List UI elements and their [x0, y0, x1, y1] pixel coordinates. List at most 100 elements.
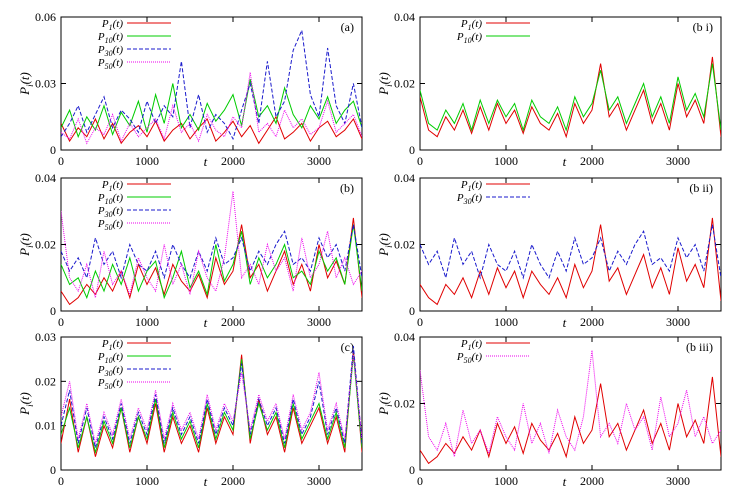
y-tick-label: 0.02 [35, 374, 56, 388]
x-axis-label: t [563, 154, 567, 169]
x-tick-label: 3000 [666, 315, 690, 329]
x-tick-label: 0 [417, 474, 423, 488]
x-tick-label: 3000 [307, 474, 331, 488]
y-tick-label: 0 [50, 304, 56, 318]
x-axis-label: t [563, 315, 567, 330]
legend-label: P1(t) [101, 18, 123, 32]
y-tick-label: 0.02 [35, 238, 56, 252]
panel-label: (b) [340, 181, 354, 195]
x-tick-label: 1000 [494, 315, 518, 329]
x-tick-label: 2000 [580, 474, 604, 488]
legend-label: P1(t) [460, 18, 482, 32]
legend-label: P10(t) [97, 351, 123, 365]
x-tick-label: 1000 [494, 474, 518, 488]
legend-label: P1(t) [101, 338, 123, 352]
legend-label: P1(t) [460, 338, 482, 352]
panel-label: (b i) [693, 20, 713, 34]
legend-label: P50(t) [97, 57, 123, 71]
legend-label: P10(t) [456, 31, 482, 45]
y-tick-label: 0.02 [394, 238, 415, 252]
x-axis-label: t [563, 474, 567, 489]
series-line-p30t [61, 28, 362, 141]
x-axis-label: t [204, 154, 208, 169]
x-tick-label: 3000 [307, 315, 331, 329]
x-tick-label: 2000 [580, 315, 604, 329]
legend-label: P50(t) [97, 218, 123, 232]
x-tick-label: 2000 [221, 315, 245, 329]
panel-label: (a) [341, 20, 354, 34]
x-tick-label: 2000 [221, 154, 245, 168]
legend-label: P10(t) [97, 31, 123, 45]
y-tick-label: 0.01 [35, 419, 56, 433]
panel-0: 0 1000 2000 3000 0 0.03 0.06 t Pi(t) (a) P1(t)P10(… [17, 10, 363, 169]
y-tick-label: 0.03 [35, 77, 56, 91]
series-line-p50t [420, 350, 721, 457]
y-axis-label: Pi(t) [376, 233, 394, 257]
panel-label: (b iii) [686, 340, 713, 354]
series-line-p50t [61, 72, 362, 145]
panel-2: 0 1000 2000 3000 0 0.01 0.02 0.03 t Pi(t) (c) P1(t)… [17, 330, 363, 489]
series-line-p10t [61, 78, 362, 139]
x-tick-label: 0 [417, 315, 423, 329]
series-line-p30t [61, 345, 362, 448]
y-tick-label: 0.02 [394, 77, 415, 91]
series-line-p10t [420, 63, 721, 132]
series-line-p10t [61, 224, 362, 300]
legend-label: P50(t) [456, 351, 482, 365]
legend-label: P10(t) [97, 192, 123, 206]
x-tick-label: 3000 [666, 474, 690, 488]
y-tick-label: 0 [50, 143, 56, 157]
panel-1: 0 1000 2000 3000 0 0.02 0.04 t Pi(t) (b) P1(t)P10(… [17, 171, 363, 330]
y-tick-label: 0.03 [35, 330, 56, 344]
series-line-p50t [61, 354, 362, 444]
x-axis-label: t [204, 474, 208, 489]
y-axis-label: Pi(t) [17, 72, 35, 96]
x-tick-label: 1000 [135, 154, 159, 168]
series-line-p50t [61, 191, 362, 298]
legend-label: P30(t) [456, 192, 482, 206]
y-tick-label: 0.04 [35, 171, 56, 185]
x-tick-label: 2000 [580, 154, 604, 168]
panel-label: (c) [341, 340, 354, 354]
series-line-p1t [420, 56, 721, 139]
y-tick-label: 0 [409, 143, 415, 157]
y-tick-label: 0 [50, 463, 56, 477]
y-tick-label: 0.02 [394, 397, 415, 411]
x-tick-label: 0 [58, 474, 64, 488]
legend-label: P30(t) [97, 205, 123, 219]
legend-label: P30(t) [97, 364, 123, 378]
legend-label: P50(t) [97, 377, 123, 391]
panel-label: (b ii) [689, 181, 713, 195]
series-line-p30t [61, 224, 362, 280]
y-tick-label: 0.04 [394, 10, 415, 24]
y-axis-label: Pi(t) [17, 233, 35, 257]
y-axis-label: Pi(t) [376, 72, 394, 96]
series-line-p1t [61, 350, 362, 457]
series-line-p1t [420, 217, 721, 306]
panel-5: 0 1000 2000 3000 0 0.02 0.04 t Pi(t) (b iii) P1(t)… [376, 330, 722, 489]
y-tick-label: 0.04 [394, 171, 415, 185]
series-line-p1t [420, 376, 721, 465]
x-tick-label: 3000 [666, 154, 690, 168]
y-tick-label: 0 [409, 463, 415, 477]
x-tick-label: 1000 [135, 315, 159, 329]
panel-3: 0 1000 2000 3000 0 0.02 0.04 t Pi(t) (b i) P1(t)P1… [376, 10, 722, 169]
plot-frame [60, 336, 363, 471]
x-tick-label: 0 [58, 154, 64, 168]
y-axis-label: Pi(t) [17, 392, 35, 416]
x-tick-label: 2000 [221, 474, 245, 488]
legend-label: P30(t) [97, 44, 123, 58]
x-tick-label: 3000 [307, 154, 331, 168]
y-tick-label: 0 [409, 304, 415, 318]
y-tick-label: 0.06 [35, 10, 56, 24]
panel-4: 0 1000 2000 3000 0 0.02 0.04 t Pi(t) (b ii) P1(t)P… [376, 171, 722, 330]
series-line-p30t [420, 224, 721, 280]
series-line-p1t [61, 115, 362, 145]
x-tick-label: 1000 [135, 474, 159, 488]
x-axis-label: t [204, 315, 208, 330]
series-line-p10t [61, 354, 362, 455]
legend-label: P1(t) [460, 179, 482, 193]
legend-label: P1(t) [101, 179, 123, 193]
x-tick-label: 1000 [494, 154, 518, 168]
